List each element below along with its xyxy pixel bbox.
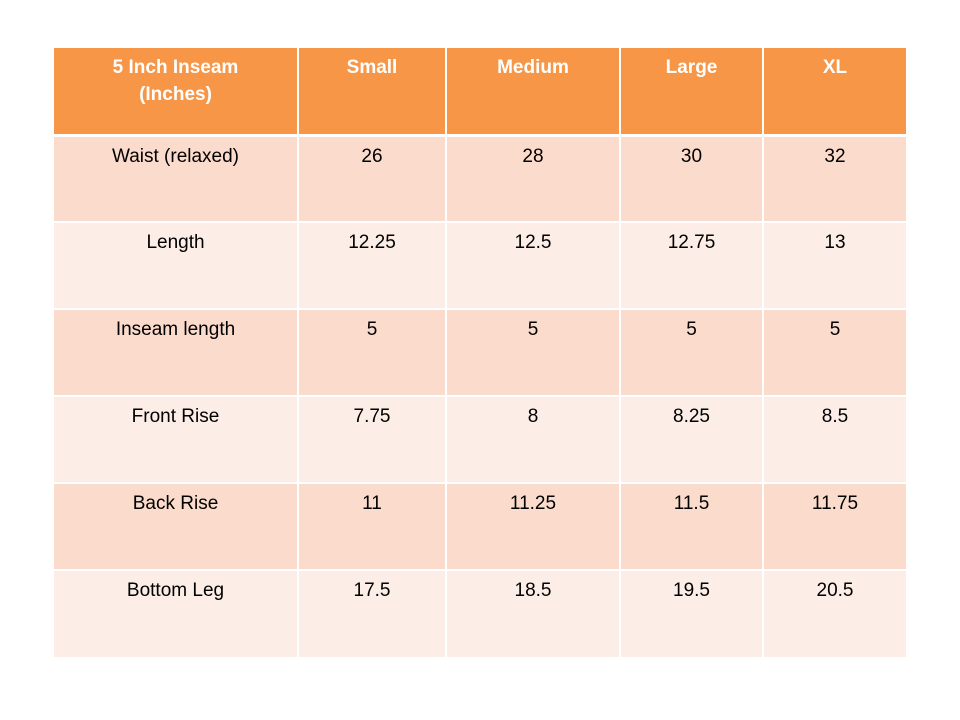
cell-medium: 28 <box>445 134 621 223</box>
cell-medium: 12.5 <box>445 221 621 310</box>
cell-medium: 8 <box>445 395 621 484</box>
row-label: Front Rise <box>54 395 299 484</box>
cell-large: 19.5 <box>619 569 764 657</box>
table-row-length: Length 12.25 12.5 12.75 13 <box>54 221 906 310</box>
table-header: 5 Inch Inseam (Inches) Small Medium Larg… <box>54 48 906 136</box>
cell-small: 17.5 <box>297 569 447 657</box>
cell-xl: 11.75 <box>762 482 906 571</box>
header-cell-large: Large <box>619 48 764 136</box>
cell-large: 11.5 <box>619 482 764 571</box>
header-cell-small: Small <box>297 48 447 136</box>
header-cell-xl: XL <box>762 48 906 136</box>
table-body: Waist (relaxed) 26 28 30 32 Length 12.25… <box>54 134 906 657</box>
row-label: Inseam length <box>54 308 299 397</box>
cell-medium: 18.5 <box>445 569 621 657</box>
table-row-bottom-leg: Bottom Leg 17.5 18.5 19.5 20.5 <box>54 569 906 657</box>
cell-xl: 8.5 <box>762 395 906 484</box>
cell-xl: 32 <box>762 134 906 223</box>
header-row: 5 Inch Inseam (Inches) Small Medium Larg… <box>54 48 906 136</box>
cell-large: 30 <box>619 134 764 223</box>
header-label-line2: (Inches) <box>139 84 212 105</box>
cell-medium: 5 <box>445 308 621 397</box>
cell-small: 5 <box>297 308 447 397</box>
row-label: Back Rise <box>54 482 299 571</box>
row-label: Length <box>54 221 299 310</box>
header-cell-measurement: 5 Inch Inseam (Inches) <box>54 48 299 136</box>
cell-large: 5 <box>619 308 764 397</box>
cell-large: 12.75 <box>619 221 764 310</box>
table-row-inseam: Inseam length 5 5 5 5 <box>54 308 906 397</box>
table-row-front-rise: Front Rise 7.75 8 8.25 8.5 <box>54 395 906 484</box>
table-row-waist: Waist (relaxed) 26 28 30 32 <box>54 134 906 223</box>
size-chart-table: 5 Inch Inseam (Inches) Small Medium Larg… <box>54 48 906 657</box>
cell-small: 7.75 <box>297 395 447 484</box>
header-label-line1: 5 Inch Inseam <box>112 57 239 78</box>
cell-small: 26 <box>297 134 447 223</box>
cell-xl: 13 <box>762 221 906 310</box>
cell-xl: 5 <box>762 308 906 397</box>
row-label: Bottom Leg <box>54 569 299 657</box>
row-label: Waist (relaxed) <box>54 134 299 223</box>
cell-small: 11 <box>297 482 447 571</box>
cell-large: 8.25 <box>619 395 764 484</box>
cell-xl: 20.5 <box>762 569 906 657</box>
header-cell-medium: Medium <box>445 48 621 136</box>
cell-medium: 11.25 <box>445 482 621 571</box>
table-row-back-rise: Back Rise 11 11.25 11.5 11.75 <box>54 482 906 571</box>
cell-small: 12.25 <box>297 221 447 310</box>
